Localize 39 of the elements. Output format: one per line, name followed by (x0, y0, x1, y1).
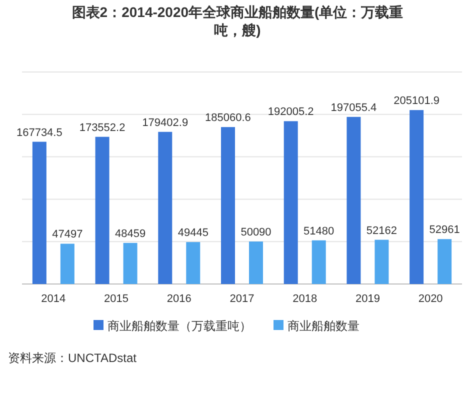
bar (284, 121, 298, 284)
bar (438, 239, 452, 284)
bar (123, 242, 138, 284)
legend-label: 商业船舶数量（万载重吨） (108, 319, 252, 333)
bar (95, 136, 110, 284)
x-tick-label: 2016 (166, 293, 192, 305)
chart-title: 图表2：2014-2020年全球商业船舶数量(单位：万载重吨，艘) (72, 4, 404, 38)
x-tick-label: 2015 (104, 293, 129, 305)
data-label: 197055.4 (330, 102, 377, 114)
data-label: 51480 (304, 225, 334, 238)
data-label: 49445 (178, 227, 208, 240)
data-label: 167734.5 (16, 126, 62, 139)
x-tick-label: 2017 (230, 293, 254, 305)
bar (221, 127, 235, 284)
data-label: 50090 (240, 226, 272, 239)
x-tick-label: 2018 (292, 293, 318, 305)
bar (249, 242, 263, 284)
data-label: 52162 (366, 224, 398, 237)
bar (312, 240, 326, 284)
data-label: 179402.9 (142, 116, 188, 129)
bar (186, 242, 200, 284)
data-label: 48459 (114, 228, 146, 240)
data-label: 205101.9 (394, 95, 440, 108)
legend-label: 商业船舶数量 (288, 319, 360, 333)
data-label: 52961 (429, 224, 460, 236)
bar (158, 132, 172, 284)
bar (410, 110, 424, 284)
bar (32, 142, 46, 284)
data-label: 192005.2 (268, 106, 314, 118)
data-label: 185060.6 (205, 112, 251, 124)
text: 资料来源：UNCTADstat (8, 351, 138, 365)
x-tick-label: 2019 (355, 293, 380, 305)
bar (60, 244, 74, 284)
x-tick-label: 2020 (418, 293, 443, 305)
x-tick-label: 2014 (41, 293, 66, 305)
data-label: 173552.2 (79, 122, 126, 134)
data-label: 47497 (52, 228, 83, 241)
bar (346, 116, 361, 284)
bar (374, 240, 389, 284)
